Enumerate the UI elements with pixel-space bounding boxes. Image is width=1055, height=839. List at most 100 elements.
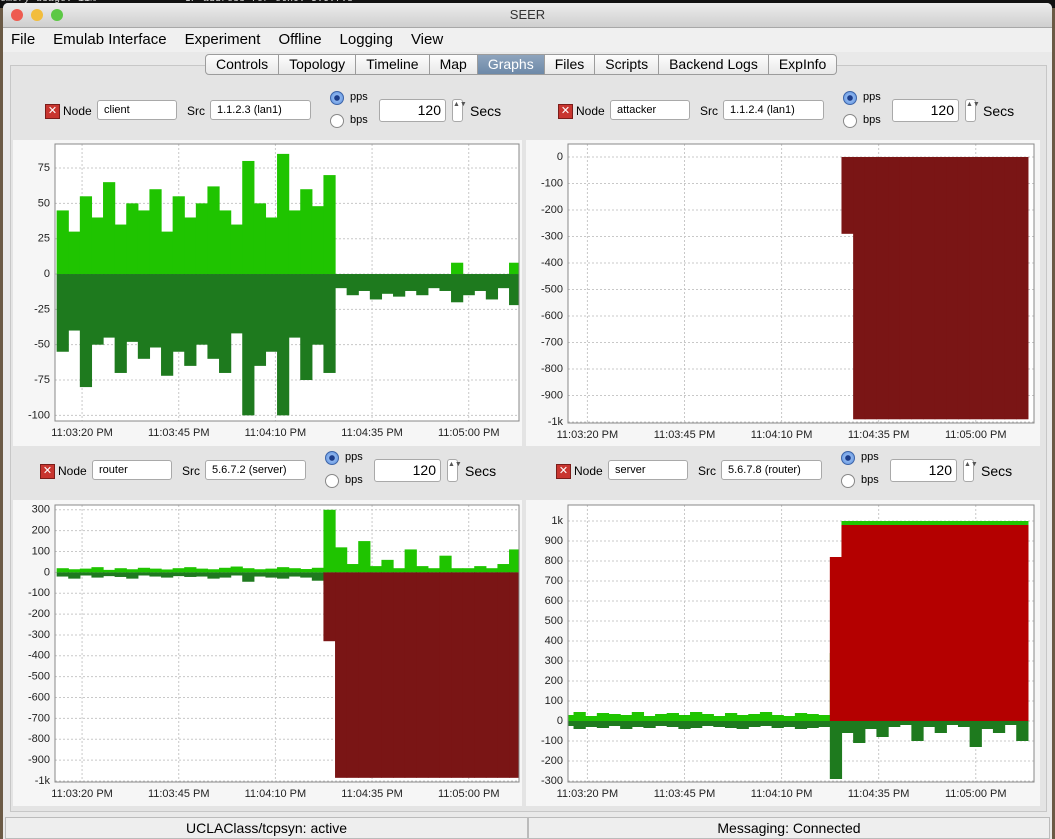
bar <box>509 549 519 573</box>
node-dropdown[interactable]: attacker <box>610 100 690 120</box>
y-tick-label: 700 <box>545 575 563 587</box>
bar <box>300 189 313 275</box>
bar <box>643 716 656 721</box>
bar <box>724 713 738 721</box>
bar <box>149 274 162 348</box>
bar <box>841 721 854 733</box>
menu-item[interactable]: Offline <box>278 31 322 48</box>
window-field[interactable]: 120 <box>890 459 957 482</box>
bar <box>573 721 586 729</box>
bar <box>68 572 81 579</box>
y-tick-label: -400 <box>28 650 50 662</box>
tab[interactable]: Graphs <box>477 54 545 75</box>
x-tick-label: 11:04:10 PM <box>245 788 307 800</box>
bar <box>568 721 575 726</box>
tab[interactable]: Map <box>429 54 478 75</box>
src-dropdown[interactable]: 5.6.7.8 (router) <box>721 460 822 480</box>
title-bar: SEER <box>3 3 1052 28</box>
bar <box>300 572 313 578</box>
bar <box>311 567 325 573</box>
menu-item[interactable]: Logging <box>339 31 393 48</box>
spinner[interactable]: ▲▼ <box>963 459 978 482</box>
tab[interactable]: Controls <box>205 54 280 75</box>
tab[interactable]: Backend Logs <box>659 54 769 75</box>
window-field[interactable]: 120 <box>379 99 446 122</box>
y-tick-label: 0 <box>557 715 563 727</box>
enable-checkbox[interactable]: ✕ <box>558 104 573 119</box>
bar <box>114 274 127 373</box>
bar <box>195 274 209 345</box>
rate-label: bps <box>350 114 368 126</box>
tab[interactable]: Topology <box>279 54 357 75</box>
rate-radio[interactable] <box>841 474 855 488</box>
bar <box>748 721 761 727</box>
bar <box>981 721 994 729</box>
menu-item[interactable]: File <box>11 31 36 48</box>
bar <box>172 572 185 577</box>
bar <box>137 274 151 359</box>
bar <box>381 572 394 778</box>
rate-radio[interactable] <box>843 114 857 128</box>
bar <box>864 525 878 721</box>
bar <box>195 572 209 577</box>
src-dropdown[interactable]: 1.1.2.3 (lan1) <box>210 100 311 120</box>
y-tick-label: -500 <box>541 283 563 295</box>
bar <box>573 712 586 721</box>
bar <box>416 566 429 573</box>
bar <box>899 156 912 420</box>
y-tick-label: -900 <box>541 389 563 401</box>
rate-radio[interactable] <box>325 474 339 488</box>
bar <box>137 572 151 576</box>
close-button[interactable] <box>11 9 23 21</box>
y-tick-label: 300 <box>545 655 563 667</box>
x-tick-label: 11:03:20 PM <box>557 429 619 441</box>
menu-bar: File Emulab Interface Experiment Offline Log… <box>3 28 1052 52</box>
menu-item[interactable]: Experiment <box>184 31 261 48</box>
spinner[interactable]: ▲▼ <box>965 99 980 122</box>
x-tick-label: 11:04:35 PM <box>341 788 403 800</box>
minimize-button[interactable] <box>31 9 43 21</box>
rate-radio[interactable] <box>330 91 344 105</box>
bar <box>219 274 232 373</box>
menu-item[interactable]: Emulab Interface <box>53 31 167 48</box>
spinner[interactable]: ▲▼ <box>452 99 467 122</box>
menu-item[interactable]: View <box>410 31 444 48</box>
enable-checkbox[interactable]: ✕ <box>556 464 571 479</box>
enable-checkbox[interactable]: ✕ <box>40 464 55 479</box>
x-tick-label: 11:05:00 PM <box>438 788 500 800</box>
spinner[interactable]: ▲▼ <box>447 459 462 482</box>
bar <box>620 721 633 729</box>
rate-radio[interactable] <box>841 451 855 465</box>
node-dropdown[interactable]: server <box>608 460 688 480</box>
zoom-button[interactable] <box>51 9 63 21</box>
bar <box>474 572 487 778</box>
tab[interactable]: ExpInfo <box>768 54 838 75</box>
bar <box>91 217 104 275</box>
bar <box>195 203 209 275</box>
src-dropdown[interactable]: 1.1.2.4 (lan1) <box>723 100 824 120</box>
bar <box>184 274 197 366</box>
tab[interactable]: Timeline <box>356 54 430 75</box>
node-dropdown[interactable]: router <box>92 460 172 480</box>
bar <box>242 572 255 582</box>
x-tick-label: 11:03:20 PM <box>51 427 113 439</box>
tab[interactable]: Scripts <box>595 54 660 75</box>
plot-border <box>54 504 520 783</box>
y-tick-label: 75 <box>38 162 50 174</box>
rate-radio[interactable] <box>330 114 344 128</box>
bar <box>265 217 278 275</box>
src-dropdown[interactable]: 5.6.7.2 (server) <box>205 460 306 480</box>
bar <box>783 716 796 721</box>
bar <box>79 274 93 388</box>
enable-checkbox[interactable]: ✕ <box>45 104 60 119</box>
rate-label: pps <box>345 451 363 463</box>
bar <box>992 156 1006 420</box>
node-dropdown[interactable]: client <box>97 100 177 120</box>
node-label: Node <box>58 464 87 478</box>
tab[interactable]: Files <box>544 54 596 75</box>
window-field[interactable]: 120 <box>892 99 959 122</box>
window-unit: Secs <box>470 103 502 119</box>
rate-radio[interactable] <box>325 451 339 465</box>
rate-radio[interactable] <box>843 91 857 105</box>
window-field[interactable]: 120 <box>374 459 441 482</box>
